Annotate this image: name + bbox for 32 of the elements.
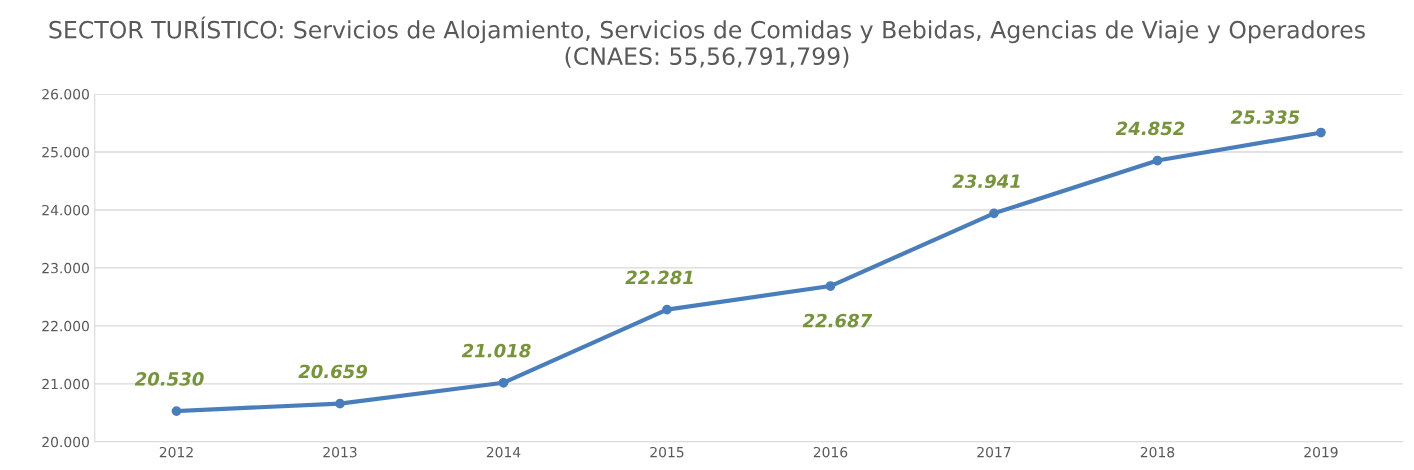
y-tick-label: 20.000	[42, 436, 89, 448]
y-tick-label: 21.000	[42, 378, 89, 390]
data-label: 22.281	[625, 270, 693, 285]
data-label: 20.659	[298, 364, 368, 379]
x-tick-label: 2013	[323, 446, 357, 458]
data-label: 22.687	[802, 313, 873, 328]
point	[825, 281, 836, 291]
point	[1152, 155, 1163, 166]
data-label: 24.852	[1115, 121, 1185, 136]
point	[989, 208, 999, 219]
y-tick-label: 22.000	[42, 320, 89, 332]
x-tick-label: 2014	[486, 446, 521, 458]
data-label: 23.941	[952, 174, 1020, 189]
x-tick-label: 2018	[1140, 446, 1175, 458]
x-tick-label: 2017	[977, 446, 1011, 458]
data-label: 21.018	[461, 343, 531, 358]
y-tick-label: 24.000	[42, 204, 89, 216]
y-tick-label: 23.000	[42, 262, 89, 274]
point	[171, 406, 182, 416]
y-tick-label: 25.000	[42, 146, 89, 158]
point	[335, 398, 345, 409]
data-label: 25.335	[1230, 110, 1300, 124]
point	[1316, 127, 1326, 138]
y-tick-label: 26.000	[42, 88, 89, 100]
chart-title: SECTOR TURÍSTICO: Servicios de Alojamiento, Servicios de Comidas y Bebidas, Agencias de Viaje y Operadores (CNAES: 55,56,791,799)	[49, 16, 1365, 68]
point	[498, 377, 509, 388]
data-label: 20.530	[134, 372, 204, 386]
x-tick-label: 2012	[159, 446, 193, 458]
point	[662, 304, 672, 315]
x-tick-label: 2015	[650, 446, 684, 458]
x-tick-label: 2019	[1304, 446, 1338, 458]
x-tick-label: 2016	[813, 446, 848, 458]
